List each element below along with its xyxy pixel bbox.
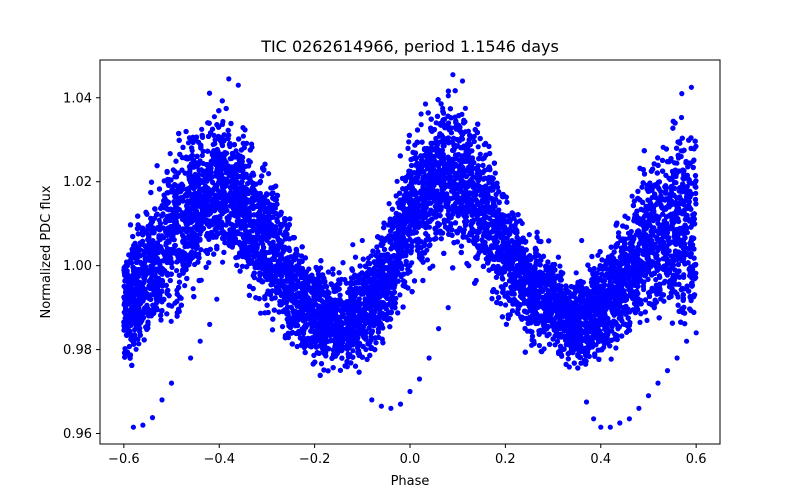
data-point [422, 101, 429, 107]
data-point [424, 257, 430, 263]
data-point [294, 343, 300, 350]
data-point [157, 292, 163, 299]
chart-title: TIC 0262614966, period 1.1546 days [260, 37, 559, 56]
data-point [386, 201, 392, 207]
data-point [483, 140, 489, 146]
data-point [394, 178, 400, 184]
data-point [637, 319, 643, 325]
data-point [492, 170, 498, 176]
data-point [199, 126, 205, 132]
data-point [629, 193, 635, 199]
data-point [644, 317, 650, 323]
data-point [477, 151, 483, 157]
data-point [136, 341, 142, 347]
data-point [653, 277, 659, 283]
data-point [475, 144, 481, 150]
data-point [406, 139, 412, 145]
data-point [220, 259, 226, 265]
data-point [430, 263, 436, 269]
data-point [573, 270, 579, 276]
data-point [356, 296, 362, 302]
data-point [462, 105, 468, 111]
data-point [418, 111, 424, 117]
data-point [397, 292, 403, 298]
data-point [182, 283, 188, 289]
data-point [591, 265, 597, 272]
data-points [121, 72, 699, 430]
data-point [135, 231, 141, 237]
data-point [168, 318, 174, 324]
data-point [211, 114, 217, 120]
data-point [240, 133, 246, 139]
data-point [608, 356, 614, 362]
data-point [174, 268, 180, 274]
data-point [536, 342, 543, 349]
data-point [266, 171, 272, 177]
data-point [557, 263, 563, 269]
data-point [445, 93, 451, 99]
data-point [350, 348, 356, 354]
data-point [409, 243, 415, 250]
data-point [408, 162, 415, 169]
data-point [330, 271, 336, 277]
data-point [613, 345, 619, 351]
data-point [279, 324, 286, 330]
data-point [554, 338, 561, 345]
data-point [212, 137, 218, 143]
data-point [169, 264, 175, 270]
data-point [368, 253, 374, 259]
data-point [503, 302, 509, 308]
data-point [258, 310, 264, 316]
data-point [471, 138, 477, 145]
data-point [526, 232, 532, 238]
data-point [693, 190, 699, 196]
data-point [133, 346, 139, 352]
data-point [418, 122, 424, 128]
data-point [409, 260, 415, 266]
data-point [233, 148, 239, 154]
data-point [199, 152, 205, 159]
data-point [509, 308, 516, 314]
data-point [678, 114, 685, 121]
data-point [452, 192, 458, 198]
data-point [268, 185, 274, 191]
data-point [190, 286, 196, 292]
data-point [167, 151, 173, 157]
data-point [594, 270, 600, 276]
data-point [466, 237, 472, 244]
